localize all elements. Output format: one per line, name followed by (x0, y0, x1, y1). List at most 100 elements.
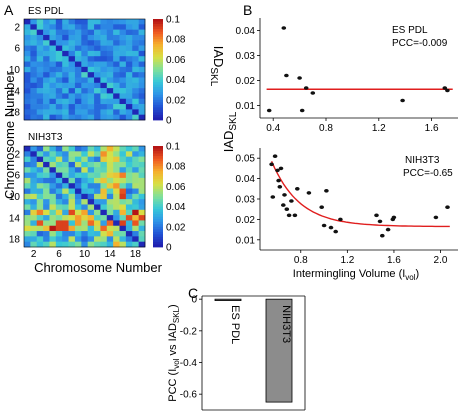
heatmap-cell (55, 82, 63, 89)
heatmap-cell (55, 209, 63, 216)
heatmap-cell (36, 77, 44, 84)
heatmap-cell (43, 204, 50, 211)
heatmap-cell (138, 88, 146, 94)
heatmap-cell (43, 161, 50, 168)
heatmap-cell (119, 146, 127, 152)
panel-letter-b: B (243, 2, 252, 18)
heatmap-cell (55, 236, 63, 242)
heatmap-cell (55, 104, 63, 110)
scatter-point (281, 26, 287, 30)
heatmap-cell (68, 225, 76, 232)
heatmap-cell (94, 161, 101, 168)
heatmap-cell (100, 177, 108, 184)
heatmap-cell (106, 177, 114, 184)
heatmap-cell (87, 220, 95, 227)
heatmap-cell (138, 45, 146, 52)
heatmap-cell (132, 183, 139, 189)
heatmap-cell (138, 209, 146, 216)
y-tick-label: 0.05 (236, 154, 256, 165)
y-tick-label: 0.03 (236, 51, 256, 62)
heatmap-cell (119, 167, 127, 173)
heatmap-cell (55, 114, 63, 121)
heatmap-cell (74, 231, 82, 237)
heatmap-cell (68, 61, 76, 68)
colorbar-segment (153, 239, 163, 243)
heatmap-cell (24, 72, 31, 78)
heatmap-cell (94, 24, 101, 30)
heatmap-cell (106, 56, 114, 62)
heatmap-cell (81, 172, 88, 179)
heatmap-cell (24, 56, 31, 62)
bar (214, 298, 242, 301)
heatmap-cell (106, 34, 114, 41)
colorbar-segment (153, 206, 163, 210)
heatmap-cell (106, 24, 114, 30)
heatmap-cell (62, 167, 69, 173)
heatmap-cell (49, 50, 57, 57)
heatmap-cell (138, 114, 146, 121)
heatmap-cell (113, 77, 120, 84)
heatmap-cell (43, 156, 50, 163)
heatmap-cell (49, 220, 57, 227)
heatmap-cell (30, 77, 38, 84)
heatmap-cell (106, 50, 114, 57)
heatmap-cell (24, 204, 31, 211)
y-tick-label: 0.01 (236, 235, 256, 246)
heatmap-nih3t3-title: NIH3T3 (28, 132, 63, 143)
bar-chart-pcc: 0 -0.2 -0.4 -0.6 ES PDL NIH3T3 PCC (Ivol vs … (167, 295, 306, 411)
heatmap-cell (132, 220, 139, 227)
heatmap-cell (87, 82, 95, 89)
heatmap-cell (62, 172, 69, 179)
heatmap-cell (74, 161, 82, 168)
heatmap-cell (94, 236, 101, 242)
x-tick-label: 1.2 (372, 123, 386, 134)
heatmap-cell (68, 209, 76, 216)
heatmap-cell (113, 56, 120, 62)
heatmap-cell (81, 88, 88, 94)
heatmap-cell (100, 56, 108, 62)
heatmap-nih3t3-xticks: 2 6 10 14 18 (31, 249, 142, 260)
heatmap-cell (106, 220, 114, 227)
heatmap-cell (49, 82, 57, 89)
heatmap-cell (43, 167, 50, 173)
heatmap-cell (100, 98, 108, 105)
heatmap-cell (132, 109, 139, 115)
heatmap-cell (94, 40, 101, 46)
scatter-es-pdl-label-pcc: PCC=-0.009 (392, 38, 448, 49)
scatter-point (266, 108, 272, 113)
heatmap-cell (43, 29, 50, 36)
heatmap-cell (68, 236, 76, 242)
colorbar-segment (153, 183, 163, 187)
scatter-nih3t3-x-axis-title: Intermingling Volume (Ivol) (293, 268, 419, 282)
heatmap-cell (62, 220, 69, 227)
heatmap-cell (55, 24, 63, 30)
heatmap-cell (30, 167, 38, 173)
scatter-point (338, 217, 343, 222)
colorbar-segment (153, 156, 163, 160)
heatmap-cell (100, 88, 108, 94)
heatmap-cell (100, 183, 108, 189)
heatmap-cell (62, 34, 69, 41)
heatmap-cell (49, 215, 57, 221)
heatmap-y-tick-label: 18 (9, 108, 21, 119)
heatmap-cell (62, 109, 69, 115)
heatmap-cell (30, 98, 38, 105)
colorbar-segment (153, 163, 163, 167)
heatmap-cell (106, 114, 114, 121)
heatmap-cell (62, 156, 69, 163)
scatter-point (270, 195, 276, 199)
heatmap-cell (68, 114, 76, 121)
heatmap-cell (106, 98, 114, 105)
heatmap-cell (24, 151, 31, 157)
heatmap-cell (24, 50, 31, 57)
heatmap-cell (113, 66, 120, 73)
heatmap-cell (24, 104, 31, 110)
heatmap-cell (24, 177, 31, 184)
heatmap-cell (132, 40, 139, 46)
heatmap-cell (49, 236, 57, 242)
colorbar-es-pdl-ticks: 0.1 0.08 0.06 0.04 0.02 0 (166, 15, 186, 127)
heatmap-cell (100, 40, 108, 46)
heatmap-cell (62, 241, 69, 248)
heatmap-cell (30, 61, 38, 68)
heatmap-cell (68, 188, 76, 195)
